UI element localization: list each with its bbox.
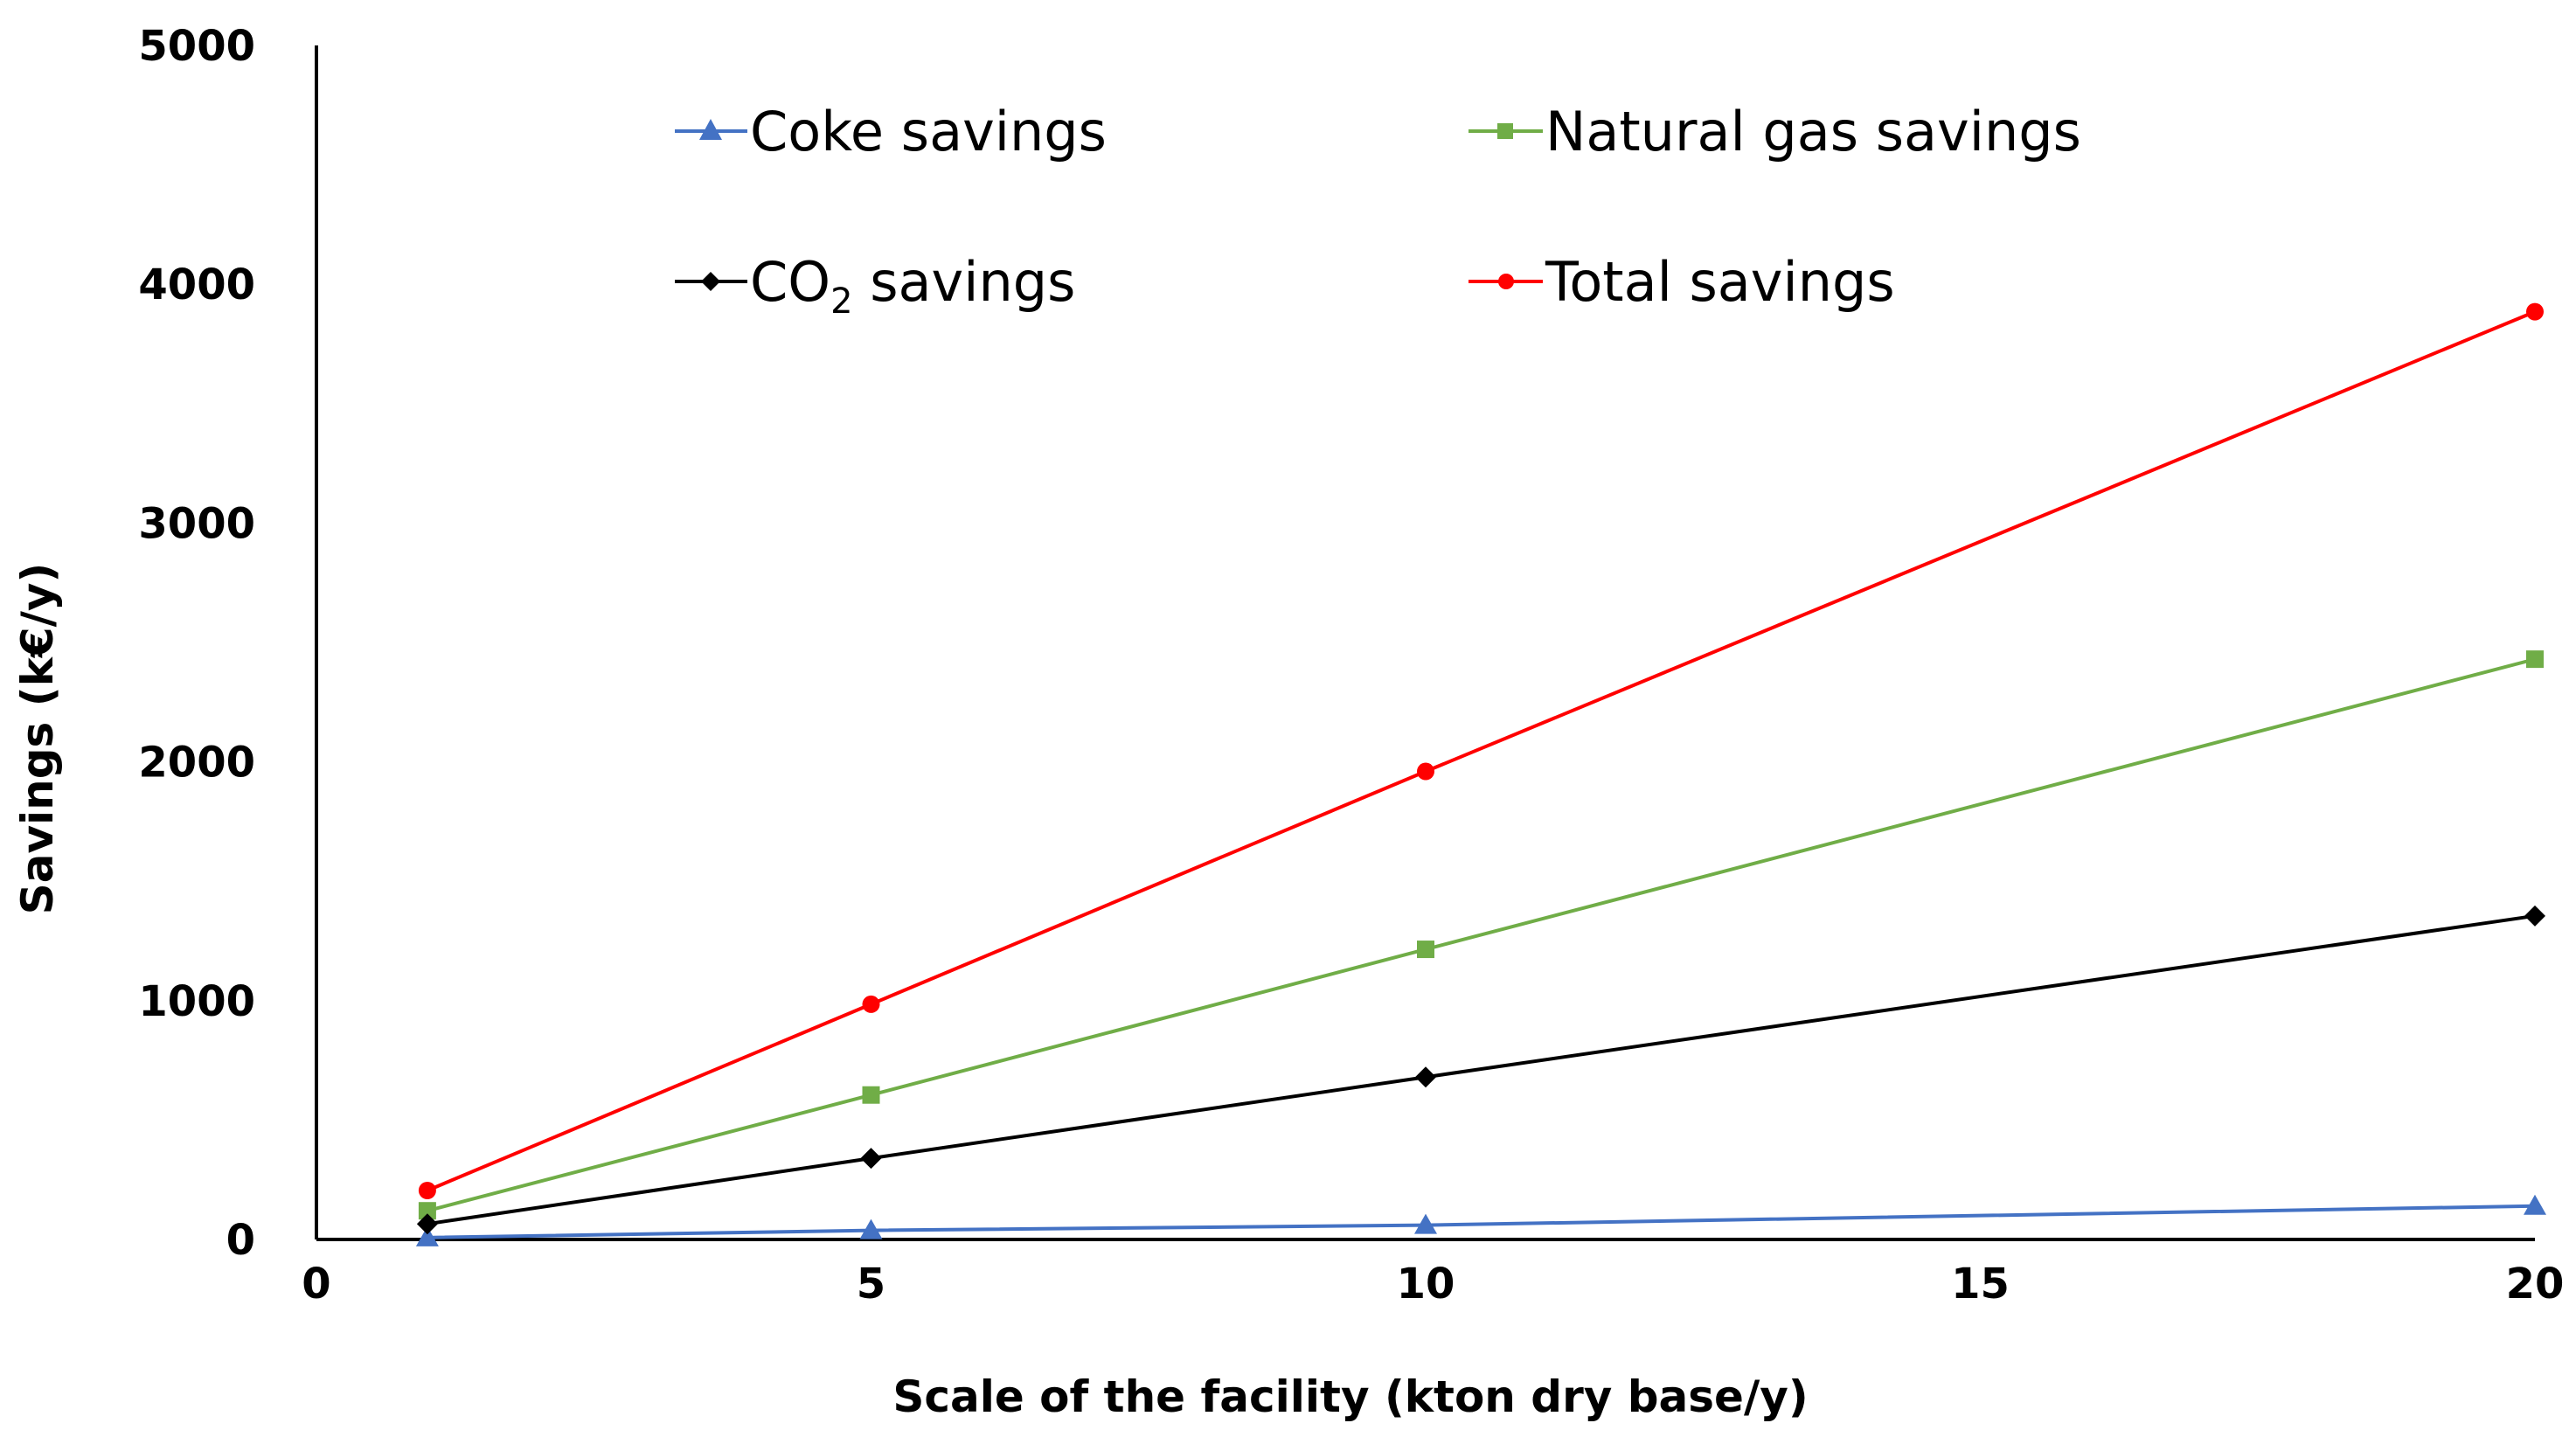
series-coke xyxy=(415,1194,2546,1246)
series-total xyxy=(418,302,2544,1199)
series-layer xyxy=(415,302,2546,1246)
series-line-total xyxy=(427,309,2536,1192)
legend-label-co2-main: CO xyxy=(750,250,830,314)
legend-marker-natural-gas xyxy=(1497,123,1513,139)
data-point-natgas xyxy=(418,1202,436,1220)
y-tick-label: 4000 xyxy=(138,260,255,309)
data-point-total xyxy=(2526,302,2544,321)
data-point-co2 xyxy=(416,1213,438,1235)
series-line-coke xyxy=(427,1204,2536,1239)
x-tick-label: 15 xyxy=(1951,1260,2010,1309)
y-tick-label: 1000 xyxy=(138,977,255,1026)
legend-item-coke: Coke savings xyxy=(675,100,1107,163)
data-point-total xyxy=(418,1181,436,1199)
y-axis-title: Savings (k€/y) xyxy=(12,563,63,915)
data-point-co2 xyxy=(860,1148,882,1170)
data-point-coke xyxy=(1414,1213,1437,1234)
axes xyxy=(315,45,2535,1241)
data-point-coke xyxy=(2524,1194,2546,1215)
legend-label-co2: CO2 savings xyxy=(750,250,1075,322)
legend-marker-coke xyxy=(699,119,722,140)
legend-item-total: Total savings xyxy=(1469,250,1895,314)
series-natgas xyxy=(418,650,2544,1220)
data-point-total xyxy=(1417,762,1434,781)
data-point-co2 xyxy=(1415,1066,1436,1088)
x-tick-labels: 0 5 10 15 20 xyxy=(302,1260,2564,1309)
x-tick-label: 10 xyxy=(1397,1260,1455,1309)
y-tick-label: 5000 xyxy=(138,22,255,71)
series-line-natgas xyxy=(427,657,2536,1213)
data-point-natgas xyxy=(862,1086,880,1104)
legend-label-total: Total savings xyxy=(1545,250,1895,314)
data-point-coke xyxy=(415,1225,439,1246)
y-tick-label: 2000 xyxy=(138,739,255,788)
legend-item-natural-gas: Natural gas savings xyxy=(1469,100,2081,163)
y-tick-labels: 0 1000 2000 3000 4000 5000 xyxy=(138,22,255,1265)
y-tick-label: 3000 xyxy=(138,499,255,548)
y-tick-label: 0 xyxy=(226,1216,255,1265)
data-point-co2 xyxy=(2524,905,2545,927)
x-tick-label: 5 xyxy=(857,1260,885,1309)
legend-label-co2-rest: savings xyxy=(853,250,1076,314)
data-point-natgas xyxy=(2526,650,2544,669)
x-axis-title: Scale of the facility (kton dry base/y) xyxy=(892,1371,1808,1422)
x-tick-label: 20 xyxy=(2506,1260,2565,1309)
legend: Coke savings Natural gas savings CO2 sav… xyxy=(675,100,2081,322)
series-line-co2 xyxy=(427,913,2536,1226)
x-tick-label: 0 xyxy=(302,1260,330,1309)
data-point-coke xyxy=(859,1218,883,1239)
legend-marker-total xyxy=(1498,274,1514,289)
legend-marker-co2 xyxy=(701,272,720,291)
data-point-natgas xyxy=(1417,941,1434,959)
legend-label-natural-gas: Natural gas savings xyxy=(1545,100,2081,163)
data-point-total xyxy=(862,995,880,1013)
legend-label-coke: Coke savings xyxy=(750,100,1107,163)
series-co2 xyxy=(416,905,2545,1235)
legend-item-co2: CO2 savings xyxy=(675,250,1075,322)
legend-label-co2-subscript: 2 xyxy=(830,281,852,322)
